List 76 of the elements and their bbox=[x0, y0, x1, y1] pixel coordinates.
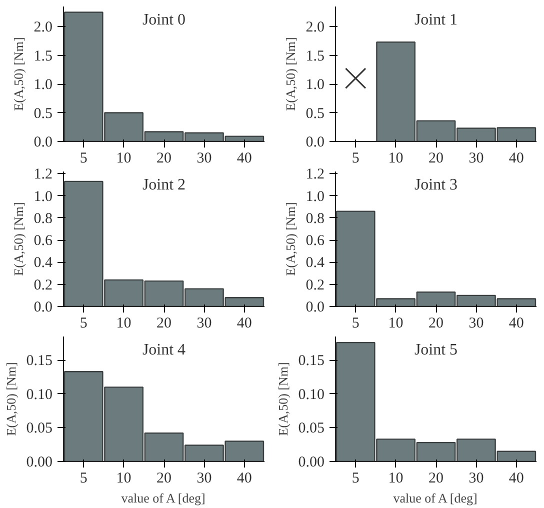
chart-title: Joint 2 bbox=[142, 176, 186, 194]
x-tick-label: 5 bbox=[80, 150, 88, 166]
x-tick-label: 10 bbox=[388, 150, 404, 166]
x-tick-label: 40 bbox=[236, 316, 252, 332]
y-axis-title: E(A,50) [Nm] bbox=[275, 362, 290, 436]
x-tick-label: 30 bbox=[468, 150, 484, 166]
x-tick-label: 20 bbox=[428, 470, 444, 486]
x-tick-label: 20 bbox=[428, 150, 444, 166]
y-tick-label: 0.2 bbox=[34, 277, 52, 294]
y-tick-label: 1.5 bbox=[306, 48, 324, 64]
y-tick-label: 0.5 bbox=[306, 106, 324, 122]
x-tick-label: 5 bbox=[352, 316, 360, 332]
y-tick-label: 0.0 bbox=[306, 300, 324, 316]
y-tick-label: 0.4 bbox=[306, 255, 325, 272]
y-tick-label: 0.5 bbox=[34, 106, 52, 122]
x-tick-label: 5 bbox=[80, 316, 88, 332]
x-tick-label: 30 bbox=[468, 316, 484, 332]
chart-title: Joint 0 bbox=[142, 12, 186, 28]
x-tick-label: 20 bbox=[428, 316, 444, 332]
x-tick-label: 5 bbox=[352, 470, 360, 486]
y-axis-title: E(A,50) [Nm] bbox=[282, 202, 298, 276]
x-tick-label: 40 bbox=[508, 316, 524, 332]
y-tick-label: 1.0 bbox=[306, 188, 324, 205]
y-tick-label: 0.0 bbox=[306, 134, 324, 150]
y-tick-label: 0.15 bbox=[26, 353, 52, 370]
x-tick-label: 20 bbox=[156, 150, 172, 166]
chart-title: Joint 4 bbox=[142, 342, 186, 358]
x-axis-title: value of A [deg] bbox=[393, 490, 478, 506]
y-tick-label: 2.0 bbox=[306, 20, 324, 36]
y-tick-label: 0.8 bbox=[34, 210, 52, 227]
chart-title: Joint 5 bbox=[414, 342, 458, 358]
y-tick-label: 0.0 bbox=[34, 300, 52, 316]
y-tick-label: 1.5 bbox=[34, 48, 52, 64]
x-tick-label: 30 bbox=[196, 150, 212, 166]
y-tick-label: 0.10 bbox=[26, 386, 52, 403]
x-tick-label: 10 bbox=[116, 316, 132, 332]
x-tick-label: 10 bbox=[388, 470, 404, 486]
x-tick-label: 10 bbox=[116, 470, 132, 486]
x-axis-title: value of A [deg] bbox=[121, 490, 206, 506]
x-tick-label: 20 bbox=[156, 316, 172, 332]
x-tick-label: 20 bbox=[156, 470, 172, 486]
x-tick-label: 40 bbox=[236, 150, 252, 166]
y-tick-label: 0.10 bbox=[298, 386, 324, 403]
y-tick-label: 0.00 bbox=[26, 454, 52, 470]
y-tick-label: 0.6 bbox=[34, 233, 53, 250]
x-tick-label: 30 bbox=[196, 316, 212, 332]
y-tick-label: 0.15 bbox=[298, 353, 324, 370]
x-tick-label: 10 bbox=[388, 316, 404, 332]
y-axis-title: E(A,50) [Nm] bbox=[10, 202, 26, 276]
y-axis-title: E(A,50) [Nm] bbox=[282, 37, 298, 111]
y-tick-label: 0.2 bbox=[306, 277, 324, 294]
y-tick-label: 1.0 bbox=[34, 77, 52, 94]
chart-title: Joint 1 bbox=[414, 12, 458, 28]
x-tick-label: 30 bbox=[468, 470, 484, 486]
x-tick-label: 30 bbox=[196, 470, 212, 486]
y-tick-label: 0.6 bbox=[306, 233, 325, 250]
y-tick-label: 0.05 bbox=[26, 420, 52, 437]
x-tick-label: 5 bbox=[80, 470, 88, 486]
y-tick-label: 0.8 bbox=[306, 210, 324, 227]
chart-title: Joint 3 bbox=[414, 176, 458, 194]
x-tick-label: 5 bbox=[352, 150, 360, 166]
y-tick-label: 1.2 bbox=[34, 166, 52, 183]
y-tick-label: 1.2 bbox=[306, 166, 324, 183]
y-tick-label: 2.0 bbox=[34, 20, 52, 36]
y-tick-label: 0.4 bbox=[34, 255, 53, 272]
y-tick-label: 1.0 bbox=[34, 188, 52, 205]
y-tick-label: 0.00 bbox=[298, 454, 324, 470]
y-tick-label: 1.0 bbox=[306, 77, 324, 94]
y-axis-title: E(A,50) [Nm] bbox=[10, 37, 26, 111]
x-tick-label: 40 bbox=[236, 470, 252, 486]
x-tick-label: 10 bbox=[116, 150, 132, 166]
y-axis-title: E(A,50) [Nm] bbox=[3, 362, 18, 436]
x-tick-label: 40 bbox=[508, 150, 524, 166]
x-tick-label: 40 bbox=[508, 470, 524, 486]
y-tick-label: 0.0 bbox=[34, 134, 52, 150]
y-tick-label: 0.05 bbox=[298, 420, 324, 437]
